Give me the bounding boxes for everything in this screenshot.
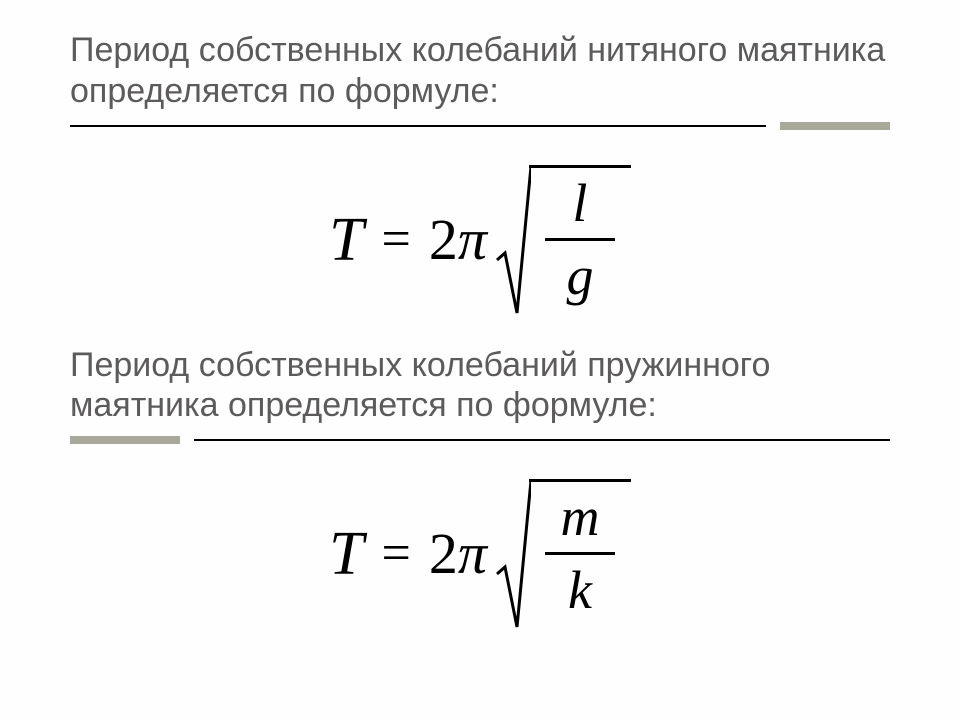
formula1-fracbar	[545, 238, 615, 241]
formula2-block: T = 2 π m k	[70, 479, 890, 629]
formula1-sqrt: l g	[495, 165, 631, 315]
formula1-lhs: T	[329, 209, 363, 271]
formula1: T = 2 π l g	[329, 165, 631, 315]
section2-title: Период собственных колебаний пружинного …	[70, 345, 890, 427]
slide: Период собственных колебаний нитяного ма…	[0, 0, 960, 720]
formula2-denominator: k	[568, 563, 592, 617]
formula1-numerator: l	[572, 176, 587, 230]
sqrt-icon	[495, 479, 531, 629]
formula1-block: T = 2 π l g	[70, 165, 890, 315]
formula1-denominator: g	[566, 249, 593, 303]
section1-title: Период собственных колебаний нитяного ма…	[70, 30, 890, 112]
formula2-sqrt: m k	[495, 479, 631, 629]
formula1-equals: =	[382, 214, 411, 266]
formula2-numerator: m	[560, 490, 599, 544]
divider-2	[70, 436, 890, 444]
formula2-equals: =	[382, 528, 411, 580]
formula2-fracbar	[545, 552, 615, 555]
formula2-lhs: T	[329, 523, 363, 585]
divider-gap	[180, 439, 194, 441]
sqrt-icon	[495, 165, 531, 315]
formula1-radicand: l g	[529, 165, 631, 315]
formula1-coef: 2	[429, 211, 458, 269]
divider-gap	[766, 125, 780, 127]
divider-short	[780, 122, 890, 130]
divider-short	[70, 436, 180, 444]
formula2-radicand: m k	[529, 479, 631, 629]
formula2-coef: 2	[429, 525, 458, 583]
formula2: T = 2 π m k	[329, 479, 631, 629]
divider-long	[194, 439, 890, 441]
divider-long	[70, 125, 766, 127]
divider-1	[70, 122, 890, 130]
formula1-pi: π	[458, 211, 487, 269]
formula2-pi: π	[458, 525, 487, 583]
